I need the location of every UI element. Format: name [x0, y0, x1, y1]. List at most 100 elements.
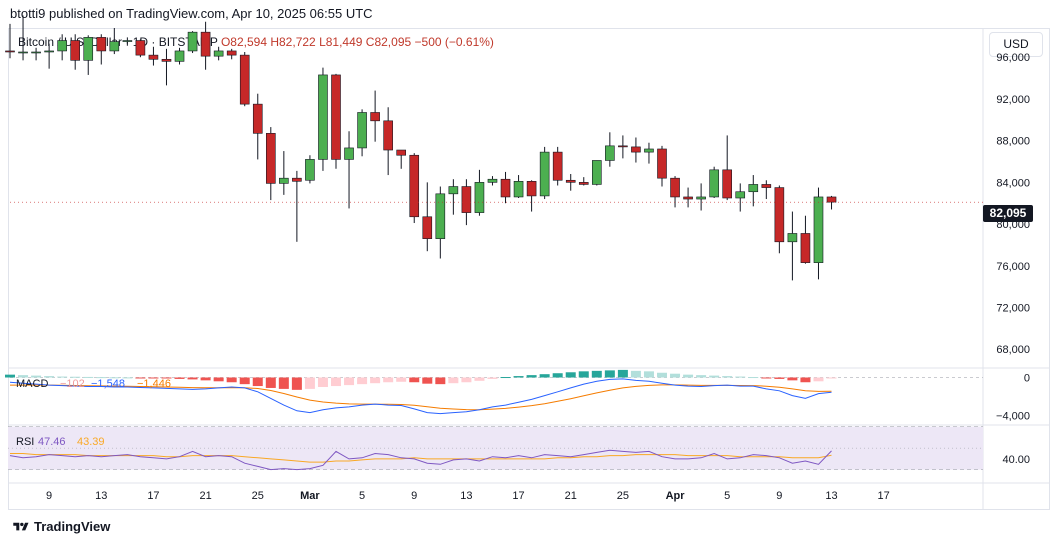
candle[interactable]: [644, 142, 654, 164]
candle[interactable]: [409, 153, 420, 224]
candle[interactable]: [213, 46, 224, 61]
candle[interactable]: [591, 160, 602, 186]
candle[interactable]: [174, 47, 185, 65]
candle-body: [396, 149, 407, 156]
candle[interactable]: [422, 182, 433, 252]
macd-line-value: −1,548: [91, 378, 125, 390]
candle-body: [644, 148, 654, 153]
candle[interactable]: [500, 171, 511, 204]
candle[interactable]: [161, 48, 172, 86]
candle[interactable]: [605, 132, 615, 167]
candle-body: [409, 154, 420, 218]
candle[interactable]: [83, 35, 94, 75]
candle[interactable]: [239, 51, 250, 107]
candle[interactable]: [31, 47, 41, 61]
macd-histogram-bar: [83, 376, 94, 378]
candle-body: [239, 54, 250, 105]
candle[interactable]: [318, 67, 328, 171]
candle[interactable]: [631, 137, 641, 163]
candle[interactable]: [813, 187, 824, 280]
macd-histogram-bar: [526, 375, 537, 378]
candle[interactable]: [265, 127, 276, 201]
macd-histogram-bar: [683, 374, 694, 378]
candle[interactable]: [135, 39, 146, 58]
macd-histogram-bar: [539, 374, 550, 378]
candle-body: [683, 196, 693, 200]
candle[interactable]: [252, 93, 263, 160]
candle[interactable]: [70, 34, 80, 70]
candle[interactable]: [370, 90, 380, 142]
candle[interactable]: [800, 215, 811, 264]
macd-histogram-bar: [604, 370, 615, 378]
candle-body: [96, 37, 107, 52]
macd-histogram-bar: [331, 377, 341, 387]
candle[interactable]: [305, 155, 315, 184]
candle[interactable]: [513, 175, 524, 198]
candle[interactable]: [761, 180, 772, 200]
candle[interactable]: [539, 146, 550, 200]
candle[interactable]: [357, 109, 367, 157]
time-tick-label: 5: [359, 490, 365, 502]
macd-histogram-bar: [657, 372, 667, 378]
macd-histogram-bar: [487, 377, 498, 379]
candle[interactable]: [187, 31, 198, 54]
candle[interactable]: [670, 176, 680, 208]
candle-body: [722, 169, 733, 199]
candle[interactable]: [735, 183, 746, 212]
macd-histogram-bar: [813, 377, 824, 382]
candle[interactable]: [5, 23, 15, 59]
candle[interactable]: [552, 146, 563, 186]
candle[interactable]: [396, 149, 407, 169]
candle[interactable]: [18, 15, 28, 61]
candle[interactable]: [474, 169, 485, 216]
candle[interactable]: [683, 187, 693, 208]
candle[interactable]: [96, 34, 107, 65]
candle[interactable]: [487, 176, 498, 186]
candle-body: [513, 181, 524, 198]
candle[interactable]: [44, 43, 54, 69]
macd-histogram-bar: [722, 376, 733, 378]
macd-label[interactable]: MACD: [16, 378, 48, 390]
candle[interactable]: [148, 46, 159, 66]
candle[interactable]: [331, 73, 341, 169]
candle[interactable]: [109, 28, 120, 55]
candle-body: [174, 50, 185, 62]
currency-button[interactable]: USD: [989, 32, 1043, 57]
macd-histogram-bar: [57, 376, 68, 378]
candle[interactable]: [709, 166, 719, 198]
candle[interactable]: [826, 195, 837, 210]
candle[interactable]: [383, 107, 393, 176]
candle[interactable]: [344, 131, 354, 209]
candle-body: [448, 186, 459, 195]
candle[interactable]: [435, 186, 446, 259]
candle[interactable]: [279, 151, 289, 195]
candle[interactable]: [696, 183, 706, 211]
candle-body: [318, 74, 328, 160]
tradingview-footer[interactable]: TradingView: [12, 519, 110, 534]
candle[interactable]: [526, 180, 537, 212]
candle[interactable]: [722, 135, 733, 201]
candle[interactable]: [122, 37, 133, 46]
candle[interactable]: [57, 34, 67, 61]
candle[interactable]: [292, 170, 302, 242]
macd-histogram-bar: [161, 377, 172, 379]
candle[interactable]: [618, 135, 628, 159]
candle[interactable]: [578, 177, 589, 186]
candle[interactable]: [448, 179, 459, 215]
macd-histogram-bar: [513, 376, 524, 378]
candle[interactable]: [200, 21, 211, 70]
candle-body: [696, 196, 706, 200]
candle-body: [331, 74, 341, 160]
macd-histogram-bar: [578, 371, 589, 378]
rsi-label[interactable]: RSI: [16, 436, 34, 448]
candle[interactable]: [657, 145, 667, 187]
candle[interactable]: [774, 185, 785, 254]
candle[interactable]: [565, 174, 576, 191]
candle[interactable]: [748, 175, 759, 207]
candle[interactable]: [787, 211, 798, 281]
macd-histogram-bar: [670, 373, 681, 378]
candle[interactable]: [226, 48, 237, 60]
macd-histogram-bar: [617, 369, 628, 378]
macd-histogram-bar: [761, 377, 772, 379]
